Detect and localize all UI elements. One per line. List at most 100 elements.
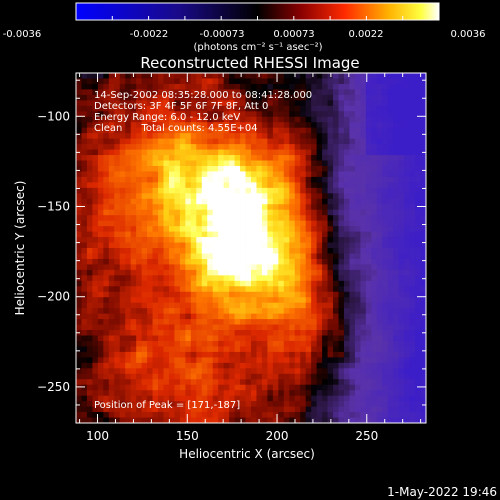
heatmap-cell	[415, 308, 421, 315]
heatmap-cell	[240, 187, 246, 194]
heatmap-cell	[251, 417, 257, 423]
heatmap-cell	[300, 116, 307, 123]
heatmap-cell	[86, 313, 93, 320]
heatmap-cell	[316, 275, 323, 282]
heatmap-cell	[108, 182, 115, 189]
heatmap-cell	[179, 144, 186, 150]
heatmap-cell	[376, 155, 383, 161]
heatmap-cell	[261, 340, 268, 347]
heatmap-cell	[234, 165, 241, 172]
heatmap-cell	[212, 127, 219, 134]
heatmap-cell	[185, 319, 192, 325]
heatmap-cell	[240, 160, 246, 167]
heatmap-cell	[130, 105, 137, 112]
heatmap-cell	[283, 340, 290, 347]
heatmap-cell	[382, 368, 389, 375]
heatmap-cell	[360, 237, 367, 243]
heatmap-cell	[398, 209, 405, 216]
heatmap-cell	[240, 133, 246, 140]
heatmap-cell	[114, 105, 121, 112]
heatmap-cell	[398, 122, 405, 129]
heatmap-cell	[114, 187, 121, 194]
heatmap-cell	[207, 401, 214, 407]
heatmap-cell	[196, 412, 203, 418]
heatmap-cell	[147, 78, 153, 85]
heatmap-cell	[311, 127, 318, 134]
heatmap-cell	[207, 94, 214, 101]
heatmap-cell	[136, 116, 143, 123]
heatmap-cell	[343, 417, 350, 423]
heatmap-cell	[92, 258, 99, 265]
heatmap-cell	[163, 248, 170, 254]
heatmap-cell	[327, 401, 334, 407]
heatmap-cell	[354, 187, 361, 194]
heatmap-cell	[201, 253, 208, 260]
heatmap-cell	[267, 248, 274, 254]
heatmap-cell	[376, 187, 383, 194]
heatmap-cell	[294, 182, 301, 189]
heatmap-cell	[125, 269, 132, 276]
heatmap-cell	[349, 258, 356, 265]
heatmap-cell	[119, 83, 126, 90]
heatmap-cell	[256, 406, 263, 413]
heatmap-cell	[261, 78, 268, 85]
heatmap-cell	[136, 78, 143, 85]
heatmap-cell	[333, 302, 339, 309]
heatmap-cell	[267, 171, 274, 178]
heatmap-cell	[218, 73, 225, 79]
heatmap-cell	[398, 144, 405, 150]
heatmap-cell	[158, 286, 164, 293]
heatmap-cell	[136, 105, 143, 112]
heatmap-cell	[245, 330, 252, 336]
heatmap-cell	[305, 215, 312, 222]
heatmap-cell	[234, 297, 241, 304]
heatmap-cell	[174, 335, 181, 342]
heatmap-cell	[240, 253, 246, 260]
x-tick-label: 100	[86, 429, 109, 443]
heatmap-cell	[234, 209, 241, 216]
heatmap-cell	[415, 198, 421, 205]
heatmap-cell	[114, 291, 121, 298]
heatmap-cell	[218, 165, 225, 172]
heatmap-cell	[305, 220, 312, 227]
heatmap-cell	[108, 160, 115, 167]
heatmap-cell	[409, 280, 416, 287]
heatmap-cell	[201, 379, 208, 386]
heatmap-cell	[256, 330, 263, 336]
heatmap-cell	[240, 308, 246, 315]
heatmap-cell	[316, 258, 323, 265]
heatmap-cell	[338, 73, 345, 79]
heatmap-cell	[152, 83, 159, 90]
heatmap-cell	[229, 187, 235, 194]
heatmap-cell	[305, 379, 312, 386]
heatmap-cell	[267, 351, 274, 358]
heatmap-cell	[365, 395, 372, 402]
heatmap-cell	[223, 160, 230, 167]
heatmap-cell	[103, 269, 110, 276]
heatmap-cell	[251, 89, 257, 96]
heatmap-cell	[223, 204, 230, 211]
heatmap-cell	[409, 122, 416, 129]
heatmap-cell	[141, 395, 148, 402]
heatmap-cell	[300, 313, 307, 320]
heatmap-cell	[245, 237, 252, 243]
heatmap-cell	[92, 351, 99, 358]
heatmap-cell	[108, 89, 115, 96]
heatmap-cell	[240, 182, 246, 189]
heatmap-cell	[261, 335, 268, 342]
heatmap-cell	[322, 324, 328, 331]
heatmap-cell	[114, 269, 121, 276]
heatmap-cell	[409, 269, 416, 276]
heatmap-cell	[152, 412, 159, 418]
colorbar-unit: (photons cm⁻² s⁻¹ asec⁻²)	[193, 42, 322, 53]
heatmap-cell	[201, 83, 208, 90]
heatmap-cell	[152, 275, 159, 282]
heatmap-cell	[185, 127, 192, 134]
heatmap-cell	[272, 291, 279, 298]
heatmap-cell	[114, 209, 121, 216]
heatmap-cell	[256, 165, 263, 172]
heatmap-cell	[376, 127, 383, 134]
heatmap-cell	[256, 357, 263, 364]
heatmap-cell	[333, 379, 339, 386]
heatmap-cell	[261, 264, 268, 271]
